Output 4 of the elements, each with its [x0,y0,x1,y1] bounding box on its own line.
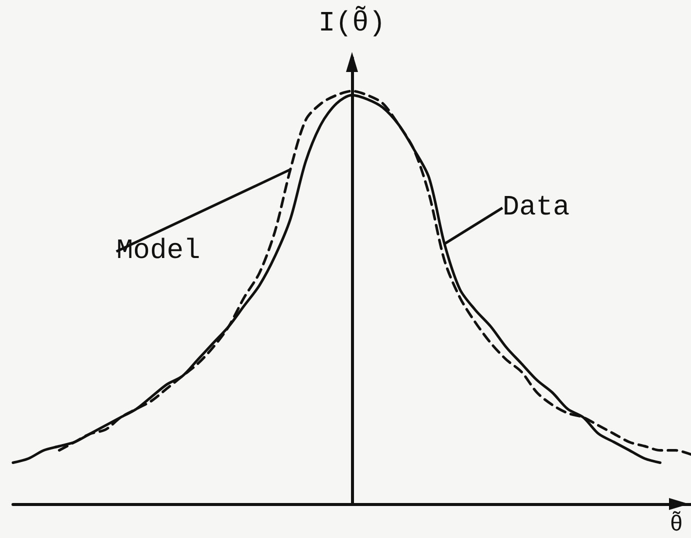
series-label: Model [116,236,200,267]
y-axis-title: I(θ̃) [318,6,386,40]
legend-label: Data [502,192,570,224]
x-axis-title: θ̃ [670,510,683,538]
